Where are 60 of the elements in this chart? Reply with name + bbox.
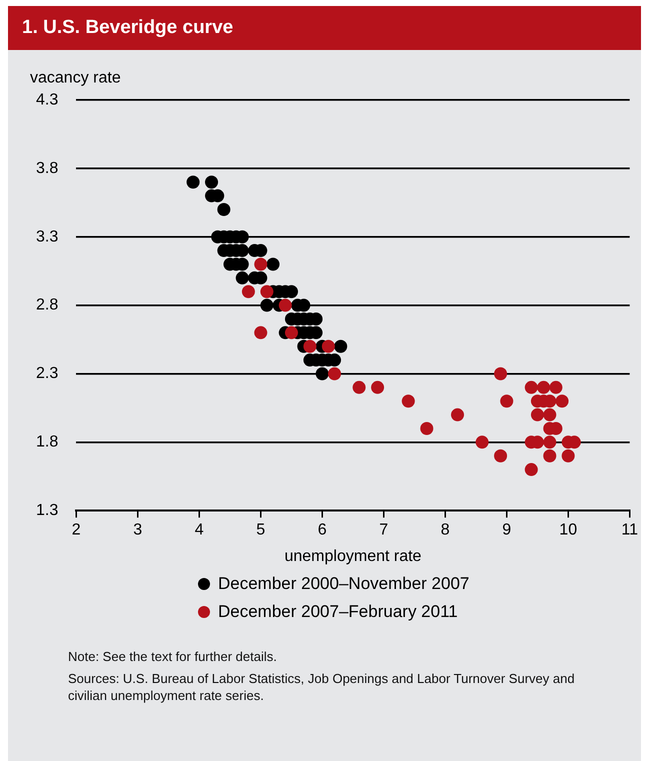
point: [371, 380, 384, 394]
x-tick-label: 11: [621, 522, 638, 539]
point: [352, 380, 366, 394]
y-tick-label: 1.3: [36, 502, 58, 520]
point: [278, 298, 292, 312]
point: [524, 463, 538, 476]
y-tick-label: 2.3: [36, 365, 58, 382]
text: Note: See the text for further details.: [68, 648, 278, 665]
point: [205, 176, 218, 189]
point: [303, 340, 316, 353]
point: [322, 340, 335, 353]
x-tick-label: 9: [502, 522, 512, 539]
x-tick-label: 10: [559, 522, 578, 539]
legend-label: December 2007–February 2011: [218, 602, 458, 622]
point: [494, 449, 508, 462]
point: [402, 394, 415, 408]
point: [242, 285, 255, 298]
point: [334, 340, 348, 353]
point: [328, 367, 342, 380]
point: [284, 326, 298, 340]
legend-label: December 2000–November 2007: [218, 574, 470, 594]
point: [316, 367, 329, 380]
y-axis-title: vacancy rate: [30, 69, 121, 86]
point: [217, 202, 230, 216]
point: [549, 380, 562, 394]
point: [266, 258, 280, 271]
point: [260, 298, 274, 312]
point: [420, 422, 434, 435]
point: [494, 367, 508, 380]
point: [556, 394, 569, 408]
y-tick-label: 4.3: [36, 91, 58, 108]
x-tick-label: 8: [440, 522, 450, 539]
point: [543, 449, 556, 462]
y-tick-label: 3.8: [36, 160, 58, 177]
x-tick-label: 6: [318, 522, 327, 539]
point: [543, 408, 556, 422]
source-note: Sources: U.S. Bureau of Labor Statistics, Job Openings and Labor Turnover Survey and civilian unemployment rate series.: [68, 670, 576, 704]
point: [451, 408, 464, 422]
point: [500, 394, 514, 408]
x-axis-title: unemployment rate: [284, 548, 422, 565]
x-tick-label: 3: [133, 522, 142, 539]
point: [476, 436, 489, 449]
point: [254, 258, 268, 271]
y-tick-label: 1.8: [36, 434, 58, 451]
x-tick-label: 5: [256, 522, 266, 539]
point: [260, 285, 274, 298]
point: [530, 408, 544, 422]
point: [543, 436, 556, 449]
point: [562, 449, 575, 462]
x-tick-label: 7: [379, 522, 388, 539]
point: [236, 271, 249, 284]
y-tick-label: 2.8: [36, 296, 58, 314]
point: [186, 176, 200, 189]
chart-title: 1. U.S. Beveridge curve: [8, 6, 641, 50]
x-tick-label: 4: [194, 522, 204, 539]
y-tick-label: 3.3: [36, 228, 58, 246]
x-tick-label: 2: [72, 522, 81, 539]
point: [524, 380, 538, 394]
point: [254, 326, 268, 340]
point: [537, 380, 550, 394]
